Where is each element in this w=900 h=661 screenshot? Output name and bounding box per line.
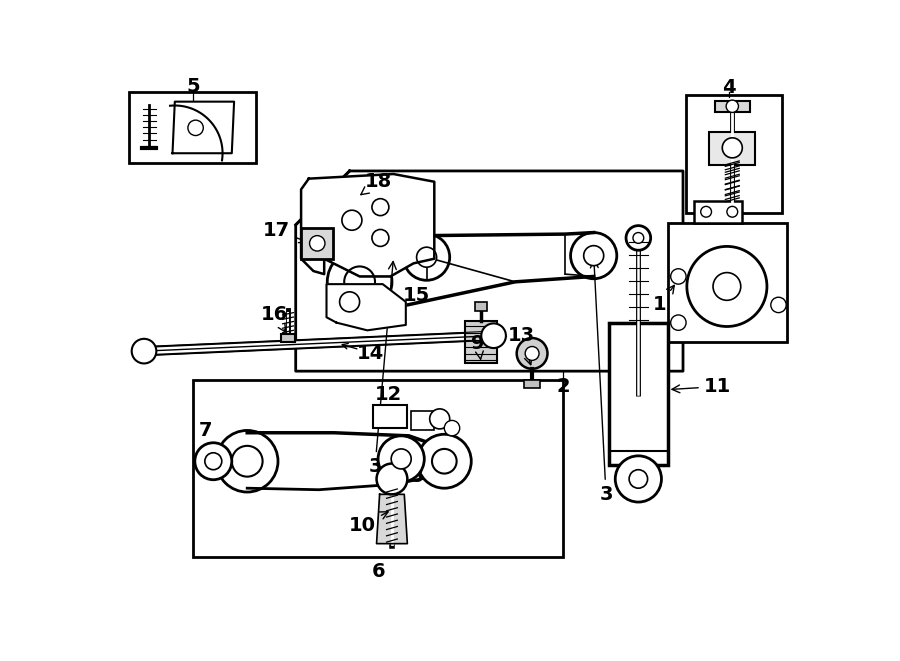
- Text: 9: 9: [472, 334, 485, 360]
- Text: 3: 3: [368, 262, 396, 476]
- Circle shape: [482, 323, 506, 348]
- Circle shape: [626, 225, 651, 251]
- Polygon shape: [302, 174, 435, 276]
- Circle shape: [131, 339, 157, 364]
- Circle shape: [727, 206, 738, 217]
- Circle shape: [403, 234, 450, 280]
- Circle shape: [726, 100, 738, 112]
- Circle shape: [670, 269, 686, 284]
- Text: 13: 13: [508, 327, 535, 365]
- Polygon shape: [296, 171, 683, 371]
- Text: 12: 12: [374, 385, 401, 413]
- Circle shape: [713, 272, 741, 300]
- Bar: [465, 321, 498, 364]
- Circle shape: [328, 249, 392, 314]
- Circle shape: [445, 420, 460, 436]
- Bar: [475, 302, 488, 311]
- Bar: [668, 223, 787, 342]
- Circle shape: [584, 246, 604, 266]
- Text: 7: 7: [199, 421, 214, 457]
- Circle shape: [429, 409, 450, 429]
- Circle shape: [378, 436, 424, 482]
- Circle shape: [670, 315, 686, 330]
- Polygon shape: [376, 494, 408, 543]
- Circle shape: [526, 346, 539, 360]
- Circle shape: [188, 120, 203, 136]
- Circle shape: [633, 233, 643, 243]
- Circle shape: [417, 247, 436, 267]
- Circle shape: [342, 210, 362, 230]
- Text: 11: 11: [672, 377, 731, 396]
- Bar: [609, 323, 668, 465]
- Text: 10: 10: [349, 512, 388, 535]
- Circle shape: [723, 138, 742, 158]
- Bar: [525, 380, 540, 388]
- Bar: [302, 228, 333, 258]
- Bar: [129, 93, 256, 163]
- Text: 16: 16: [261, 305, 289, 332]
- Text: 4: 4: [723, 78, 736, 97]
- Circle shape: [376, 463, 408, 494]
- Circle shape: [629, 470, 648, 488]
- Bar: [194, 380, 562, 557]
- Circle shape: [310, 235, 325, 251]
- Circle shape: [392, 449, 411, 469]
- Bar: [373, 405, 408, 428]
- Circle shape: [216, 430, 278, 492]
- Circle shape: [616, 456, 662, 502]
- Bar: [411, 411, 435, 430]
- Circle shape: [418, 434, 472, 488]
- Circle shape: [432, 449, 456, 473]
- Circle shape: [372, 199, 389, 215]
- Bar: [709, 132, 755, 165]
- Circle shape: [232, 446, 263, 477]
- Circle shape: [205, 453, 221, 470]
- Circle shape: [770, 297, 787, 313]
- Text: 5: 5: [186, 77, 200, 96]
- Text: 14: 14: [356, 344, 384, 363]
- Circle shape: [339, 292, 360, 312]
- Text: 3: 3: [590, 260, 613, 504]
- Text: 1: 1: [653, 286, 674, 315]
- Circle shape: [194, 443, 232, 480]
- Text: 6: 6: [372, 562, 385, 581]
- Text: 18: 18: [361, 173, 392, 195]
- Circle shape: [701, 206, 712, 217]
- Circle shape: [571, 233, 617, 279]
- Text: 2: 2: [556, 377, 570, 396]
- Circle shape: [687, 247, 767, 327]
- Text: 15: 15: [362, 286, 430, 307]
- Bar: [716, 101, 750, 112]
- Circle shape: [517, 338, 547, 369]
- Bar: [281, 334, 295, 342]
- Bar: [686, 95, 782, 213]
- Circle shape: [372, 229, 389, 247]
- Circle shape: [344, 266, 375, 297]
- Text: 17: 17: [263, 221, 307, 243]
- Polygon shape: [327, 284, 406, 330]
- Text: 8: 8: [410, 464, 423, 486]
- Polygon shape: [173, 102, 234, 153]
- Bar: [694, 201, 742, 223]
